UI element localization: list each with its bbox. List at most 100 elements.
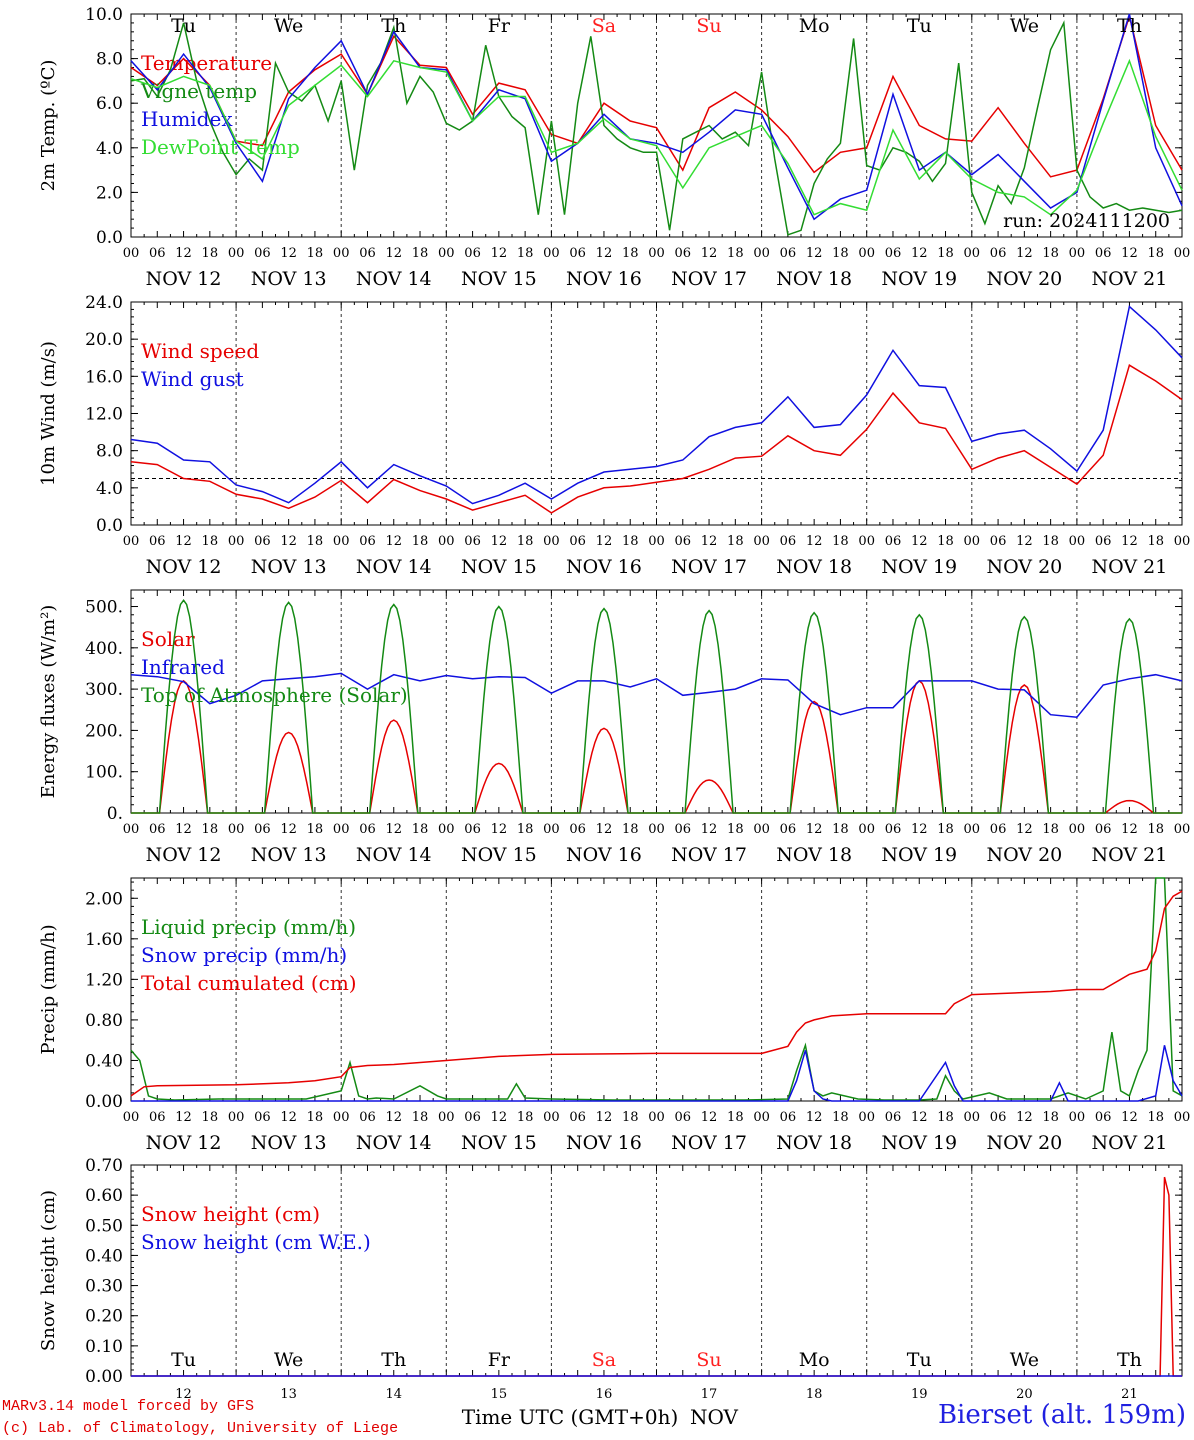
legend-entry: Wind gust	[141, 367, 244, 391]
hour-tick-label: 18	[727, 246, 744, 261]
hour-tick-label: 00	[438, 1110, 455, 1125]
day-number-label: 19	[911, 1387, 928, 1402]
legend-entry: Vigne temp	[140, 79, 257, 103]
legend-entry: Top of Atmosphere (Solar)	[141, 683, 408, 707]
hour-tick-label: 00	[543, 1110, 560, 1125]
footer-model: MARv3.14 model forced by GFS	[2, 1398, 255, 1415]
legend-entry: Infrared	[141, 655, 225, 679]
hour-tick-label: 18	[202, 246, 219, 261]
hour-tick-label: 12	[491, 1110, 508, 1125]
hour-tick-label: 12	[491, 822, 508, 837]
legend-entry: Solar	[141, 627, 195, 651]
y-axis-label: 2m Temp. (ºC)	[38, 60, 59, 192]
hour-tick-label: 00	[228, 1110, 245, 1125]
series-line-vigne-temp	[130, 20, 1183, 236]
hour-tick-label: 12	[175, 1110, 192, 1125]
date-label: NOV 13	[251, 268, 327, 290]
hour-tick-label: 12	[491, 246, 508, 261]
hour-tick-label: 18	[517, 822, 534, 837]
hour-tick-label: 00	[123, 1110, 140, 1125]
hour-tick-label: 06	[569, 1110, 586, 1125]
hour-tick-label: 06	[885, 1110, 902, 1125]
hour-tick-label: 06	[885, 534, 902, 549]
hour-tick-label: 00	[964, 534, 981, 549]
hour-tick-label: 06	[149, 1110, 166, 1125]
date-label: NOV 21	[1092, 556, 1168, 578]
y-tick-label: 16.0	[85, 367, 123, 387]
hour-tick-label: 12	[1121, 534, 1138, 549]
date-label: NOV 17	[671, 1132, 747, 1154]
day-name-top: Sa	[592, 15, 616, 37]
day-number-label: 13	[280, 1387, 297, 1402]
hour-tick-label: 00	[964, 1110, 981, 1125]
hour-tick-label: 12	[596, 1110, 613, 1125]
hour-tick-label: 18	[1147, 822, 1164, 837]
hour-tick-label: 06	[569, 246, 586, 261]
hour-tick-label: 06	[780, 822, 797, 837]
hour-tick-label: 00	[858, 822, 875, 837]
hour-tick-label: 06	[569, 822, 586, 837]
hour-tick-label: 06	[1095, 1110, 1112, 1125]
y-tick-label: 0.40	[85, 1051, 123, 1071]
y-tick-label: 4.0	[96, 479, 123, 499]
date-label: NOV 15	[461, 1132, 537, 1154]
hour-tick-label: 12	[385, 1110, 402, 1125]
day-number-label: 14	[385, 1387, 402, 1402]
y-tick-label: 100.	[85, 763, 123, 783]
day-number-label: 12	[175, 1387, 192, 1402]
hour-tick-label: 00	[228, 534, 245, 549]
hour-tick-label: 12	[806, 1110, 823, 1125]
hour-tick-label: 12	[1016, 1110, 1033, 1125]
hour-tick-label: 06	[464, 534, 481, 549]
hour-tick-label: 00	[543, 822, 560, 837]
date-label: NOV 18	[776, 1132, 852, 1154]
series-line-wind-gust	[130, 305, 1183, 505]
hour-tick-label: 00	[333, 246, 350, 261]
y-tick-label: 1.60	[85, 930, 123, 950]
date-label: NOV 19	[881, 844, 957, 866]
hour-tick-label: 06	[1095, 534, 1112, 549]
y-tick-label: 200.	[85, 721, 123, 741]
hour-tick-label: 00	[753, 822, 770, 837]
legend-entry: Snow precip (mm/h)	[141, 943, 347, 967]
hour-tick-label: 06	[780, 246, 797, 261]
hour-tick-label: 18	[1042, 822, 1059, 837]
y-axis-label: Precip (mm/h)	[38, 924, 59, 1054]
y-tick-label: 0.50	[85, 1216, 123, 1236]
y-axis-label: Energy fluxes (W/m²)	[38, 605, 59, 799]
date-label: NOV 20	[986, 1132, 1062, 1154]
y-tick-label: 500.	[85, 598, 123, 618]
hour-tick-label: 00	[228, 822, 245, 837]
y-tick-label: 2.00	[85, 889, 123, 909]
hour-tick-label: 18	[517, 1110, 534, 1125]
hour-tick-label: 00	[964, 822, 981, 837]
panel-4: 0.00 0.40 0.80 1.20 1.60 2.00 Precip (mm/h) 00 0…	[38, 877, 1190, 1154]
legend-entry: Wind speed	[141, 339, 259, 363]
hour-tick-label: 12	[1016, 534, 1033, 549]
legend-entry: Snow height (cm W.E.)	[141, 1230, 371, 1254]
station-label: Bierset (alt. 159m)	[937, 1400, 1186, 1430]
date-label: NOV 17	[671, 268, 747, 290]
hour-tick-label: 18	[307, 534, 324, 549]
panel-3: 0. 100. 200. 300. 400. 500. Energy fluxes (W/m…	[38, 589, 1190, 866]
hour-tick-label: 06	[780, 534, 797, 549]
hour-tick-label: 06	[569, 534, 586, 549]
hour-tick-label: 12	[280, 822, 297, 837]
date-label: NOV 17	[671, 556, 747, 578]
hour-tick-label: 12	[1121, 1110, 1138, 1125]
panel-2: 0.0 4.0 8.0 12.0 16.0 20.0 24.0 10m Wind (m/s) 0…	[38, 293, 1190, 578]
date-label: NOV 18	[776, 844, 852, 866]
day-name-top: Fr	[488, 15, 511, 37]
day-name-bottom: Tu	[171, 1349, 196, 1371]
date-label: NOV 20	[986, 268, 1062, 290]
date-label: NOV 16	[566, 268, 642, 290]
y-axis-label: Snow height (cm)	[38, 1190, 59, 1351]
y-tick-label: 0.	[107, 804, 123, 824]
hour-tick-label: 12	[911, 534, 928, 549]
y-tick-label: 20.0	[85, 330, 123, 350]
hour-tick-label: 06	[885, 246, 902, 261]
hour-tick-label: 12	[175, 246, 192, 261]
hour-tick-label: 00	[1069, 1110, 1086, 1125]
hour-tick-label: 06	[675, 822, 692, 837]
